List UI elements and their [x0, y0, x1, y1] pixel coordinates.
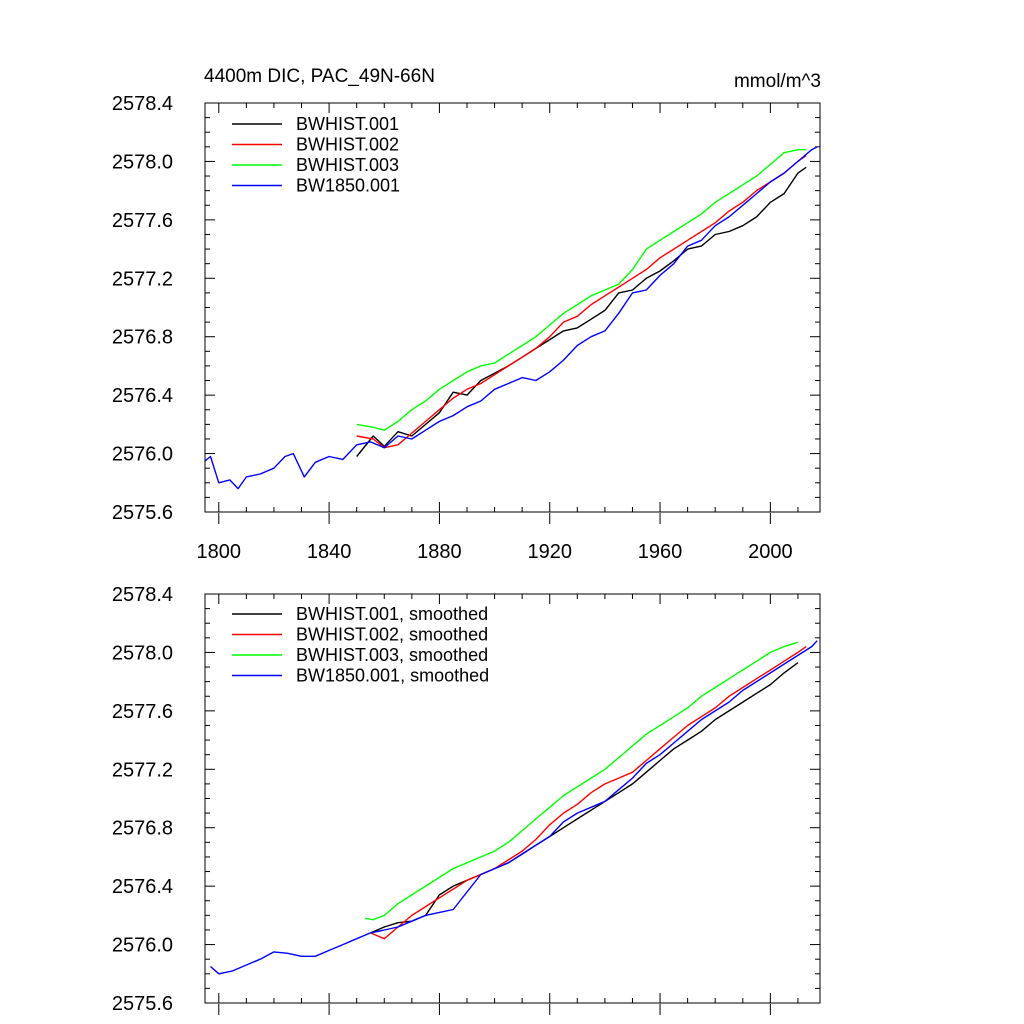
- y-tick-label: 2578.4: [112, 584, 173, 606]
- y-tick-label: 2577.2: [112, 759, 173, 781]
- y-tick-label: 2576.8: [112, 327, 173, 349]
- y-tick-label: 2577.6: [112, 210, 173, 232]
- series-line: [210, 640, 818, 975]
- x-tick-label: 1960: [638, 541, 683, 563]
- y-tick-label: 2576.4: [112, 385, 173, 407]
- x-tick-label: 1920: [527, 541, 572, 563]
- legend-label: BWHIST.002: [296, 135, 399, 155]
- y-tick-label: 2575.6: [112, 993, 173, 1015]
- y-tick-label: 2578.4: [112, 93, 173, 115]
- y-tick-label: 2576.0: [112, 444, 173, 466]
- x-tick-label: 2000: [748, 541, 793, 563]
- series-line: [204, 146, 818, 490]
- y-tick-label: 2576.8: [112, 818, 173, 840]
- y-tick-label: 2576.0: [112, 935, 173, 957]
- legend-label: BW1850.001, smoothed: [296, 666, 489, 686]
- x-tick-label: 1840: [307, 541, 352, 563]
- legend-label: BWHIST.003, smoothed: [296, 645, 488, 665]
- y-tick-label: 2576.4: [112, 876, 173, 898]
- x-tick-label: 1800: [197, 541, 242, 563]
- legend-label: BWHIST.001: [296, 114, 399, 134]
- series-line: [364, 641, 799, 921]
- title-units: mmol/m^3: [734, 71, 821, 92]
- legend-label: BWHIST.001, smoothed: [296, 604, 488, 624]
- bottom-panel: 2575.6 2576.0 2576.4 2576.8 2577.2 2577.6 2578…: [112, 584, 821, 1015]
- series-line: [370, 662, 799, 934]
- series-line: [356, 148, 807, 431]
- y-tick-label: 2577.2: [112, 268, 173, 290]
- y-tick-label: 2577.6: [112, 701, 173, 723]
- y-tick-label: 2575.6: [112, 502, 173, 524]
- y-tick-label: 2578.0: [112, 642, 173, 664]
- y-tick-label: 2578.0: [112, 151, 173, 173]
- series-line: [356, 166, 807, 457]
- top-panel: 2575.6 2576.0 2576.4 2576.8 2577.2 2577.6 2578…: [112, 93, 821, 563]
- series-line: [370, 646, 807, 940]
- legend-label: BW1850.001: [296, 176, 400, 196]
- x-tick-label: 1880: [417, 541, 462, 563]
- series-line: [356, 155, 807, 449]
- legend-label: BWHIST.002, smoothed: [296, 625, 488, 645]
- legend-label: BWHIST.003: [296, 155, 399, 175]
- title-left: 4400m DIC, PAC_49N-66N: [204, 66, 435, 87]
